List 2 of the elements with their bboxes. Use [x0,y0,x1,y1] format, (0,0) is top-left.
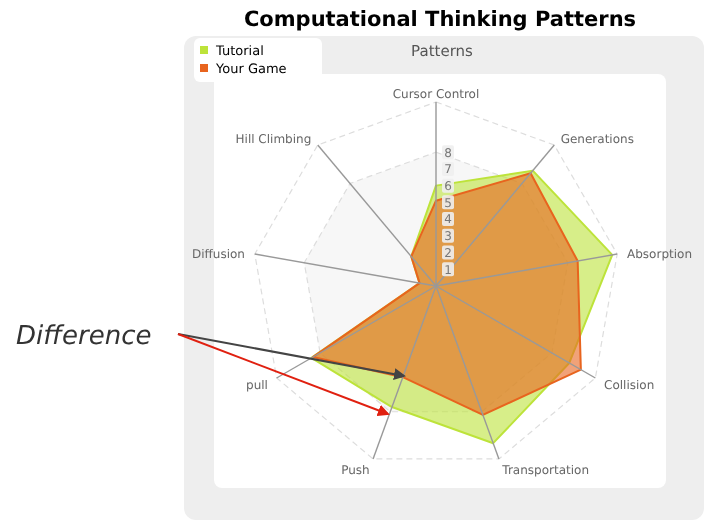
chart-title: Computational Thinking Patterns [243,8,637,32]
text: Difference [16,322,152,352]
